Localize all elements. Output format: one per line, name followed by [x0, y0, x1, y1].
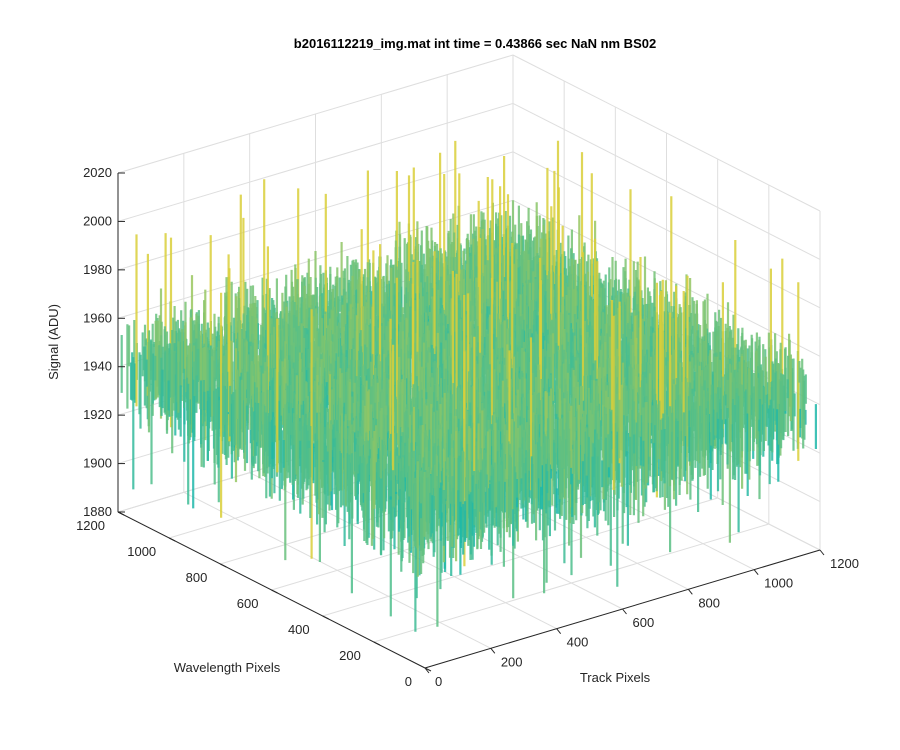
- grid-line-sidewall-z: [512, 151, 821, 309]
- grid-line-floor-y: [322, 497, 718, 617]
- grid-line-backwall-z: [117, 151, 514, 271]
- grid-line-sidewall-z: [512, 199, 821, 357]
- grid-line-sidewall-z: [512, 102, 821, 260]
- grid-line-backwall-z: [117, 54, 514, 174]
- surface-mesh: [120, 140, 818, 632]
- grid-line-sidewall-z: [512, 54, 821, 212]
- grid-line-floor-y: [373, 523, 769, 643]
- grid-line-backwall-z: [117, 102, 514, 222]
